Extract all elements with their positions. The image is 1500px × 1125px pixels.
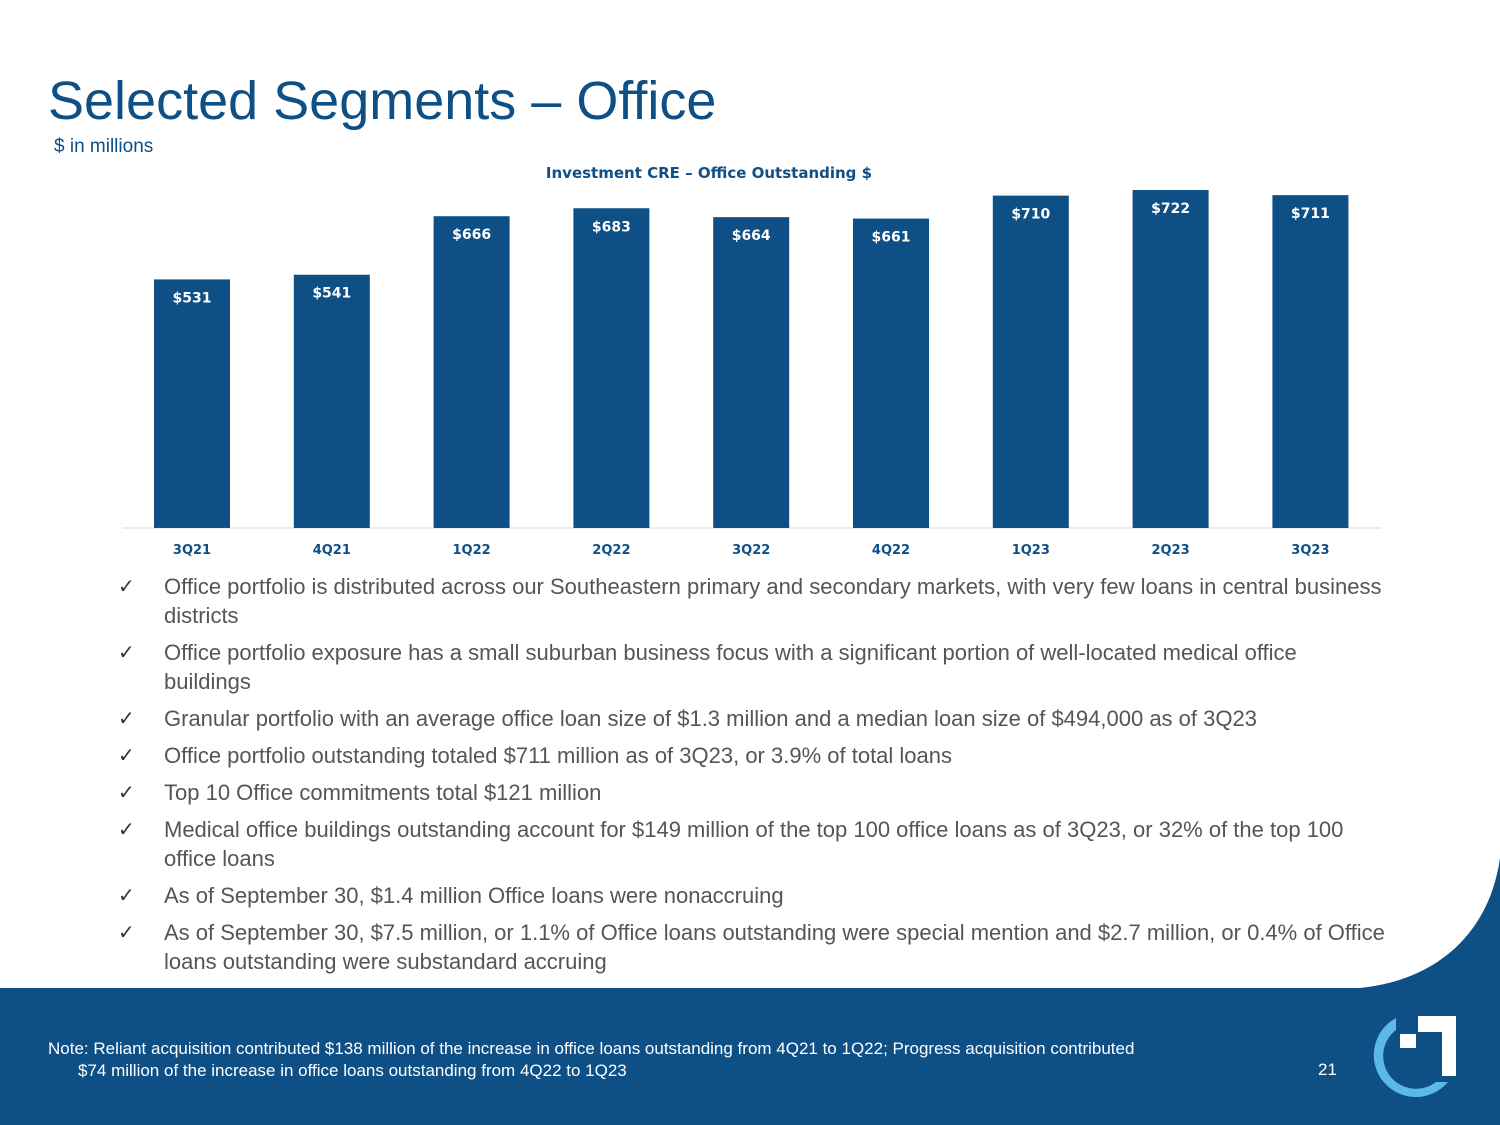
footnote-line-2: $74 million of the increase in office lo… [78,1061,627,1080]
bar-2Q23 [1132,190,1209,528]
page-subtitle: $ in millions [54,136,154,157]
data-label-1Q23: $710 [1011,207,1050,223]
x-tick-label-3Q21: 3Q21 [173,543,211,558]
bar-3Q21 [154,279,230,528]
checkmark-icon: ✓ [118,780,135,804]
bullet-text: Medical office buildings outstanding acc… [164,817,1344,871]
page-title: Selected Segments – Office [48,71,717,131]
x-tick-label-1Q22: 1Q22 [453,543,491,558]
x-tick-label-2Q22: 2Q22 [592,543,630,558]
x-tick-label-3Q22: 3Q22 [732,543,770,558]
chart-title: Investment CRE – Office Outstanding $ [546,164,872,182]
checkmark-icon: ✓ [118,920,135,944]
data-label-4Q22: $661 [872,230,911,246]
bar-3Q22 [713,217,790,528]
x-tick-label-4Q21: 4Q21 [313,543,351,558]
data-label-2Q23: $722 [1151,201,1190,217]
bullet-text: Granular portfolio with an average offic… [164,706,1257,731]
checkmark-icon: ✓ [118,640,135,664]
bullet-text: As of September 30, $7.5 million, or 1.1… [164,920,1385,974]
bullet-text: Top 10 Office commitments total $121 mil… [164,780,602,805]
x-tick-label-1Q23: 1Q23 [1012,543,1050,558]
bullet-text: Office portfolio exposure has a small su… [164,640,1297,694]
data-label-1Q22: $666 [452,227,491,243]
data-label-2Q22: $683 [592,219,631,235]
bar-chart: Investment CRE – Office Outstanding $ $5… [122,164,1381,558]
data-label-4Q21: $541 [312,286,351,302]
bullet-text: As of September 30, $1.4 million Office … [164,883,784,908]
footnote: Note: Reliant acquisition contributed $1… [48,1038,1268,1082]
checkmark-icon: ✓ [118,743,135,767]
bar-2Q22 [573,208,650,528]
logo-square [1400,1034,1416,1048]
x-tick-label-3Q23: 3Q23 [1291,543,1329,558]
bullet-text: Office portfolio is distributed across o… [164,574,1382,628]
bullet-item: ✓ Office portfolio exposure has a small s… [118,638,1388,696]
bar-1Q22 [433,216,510,528]
bullet-text: Office portfolio outstanding totaled $71… [164,743,953,768]
bullet-item: ✓ As of September 30, $7.5 million, or 1.… [118,918,1388,976]
bar-4Q22 [853,218,929,528]
bar-1Q23 [992,195,1069,528]
bar-4Q21 [293,274,370,528]
x-tick-label-2Q23: 2Q23 [1152,543,1190,558]
bullet-item: ✓ Office portfolio is distributed across … [118,572,1388,630]
bar-3Q23 [1272,195,1349,528]
footer-wave-shape [0,858,1500,1125]
bullet-item: ✓ Granular portfolio with an average offi… [118,704,1388,733]
data-label-3Q21: $531 [173,290,212,306]
checkmark-icon: ✓ [118,706,135,730]
checkmark-icon: ✓ [118,574,135,598]
bullet-list: ✓ Office portfolio is distributed across … [118,572,1388,984]
data-label-3Q22: $664 [732,228,771,244]
footnote-line-1: Note: Reliant acquisition contributed $1… [48,1039,1135,1058]
bullet-item: ✓ Office portfolio outstanding totaled $7… [118,741,1388,770]
company-logo-icon [1373,1016,1456,1098]
bullet-item: ✓ As of September 30, $1.4 million Office… [118,881,1388,910]
bullet-item: ✓ Top 10 Office commitments total $121 mi… [118,778,1388,807]
checkmark-icon: ✓ [118,883,135,907]
x-tick-label-4Q22: 4Q22 [872,543,910,558]
page-number: 21 [1318,1060,1337,1079]
data-label-3Q23: $711 [1291,206,1330,222]
checkmark-icon: ✓ [118,817,135,841]
bullet-item: ✓ Medical office buildings outstanding ac… [118,815,1388,873]
logo-bar [1418,1016,1456,1076]
